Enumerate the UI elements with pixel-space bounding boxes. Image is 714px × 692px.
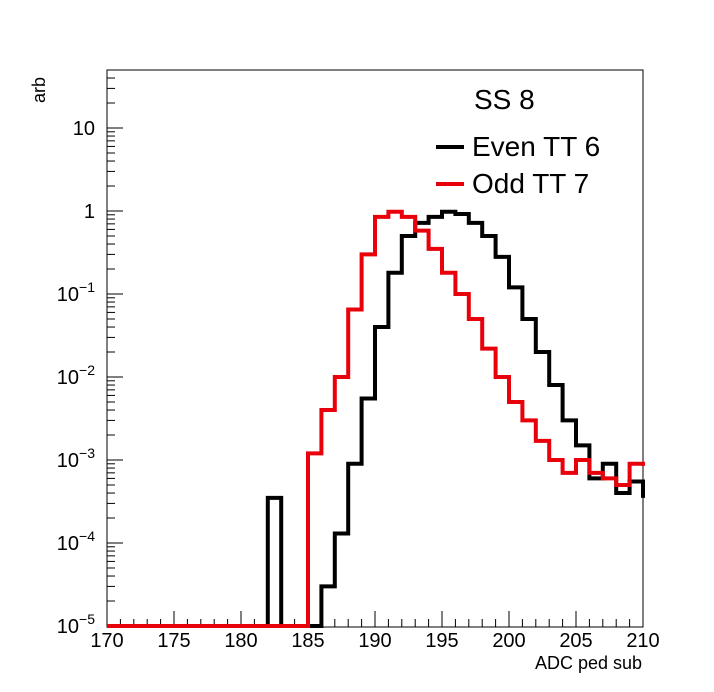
x-tick-label: 200 (492, 630, 525, 652)
y-axis-label: arb (29, 77, 49, 103)
x-tick-label: 205 (559, 630, 592, 652)
y-tick-label: 10−1 (57, 279, 95, 306)
x-tick-label: 175 (157, 630, 190, 652)
x-axis: 170 175 180 185 190 195 200 205 210 (90, 611, 660, 652)
y-tick-label: 10−2 (57, 362, 95, 389)
y-axis: 10−5 10−4 10−3 10−2 10−1 1 10 (57, 77, 123, 638)
series-layer (107, 209, 645, 628)
y-tick-label: 10−5 (57, 611, 95, 638)
y-tick-label: 10 (73, 118, 95, 140)
legend-title: SS 8 (474, 84, 535, 115)
x-axis-label: ADC ped sub (535, 653, 642, 673)
x-tick-label: 185 (291, 630, 324, 652)
x-tick-label: 190 (358, 630, 391, 652)
x-tick-label: 170 (90, 630, 123, 652)
legend-label-odd: Odd TT 7 (472, 168, 589, 199)
y-tick-label: 10−3 (57, 445, 95, 472)
x-tick-label: 210 (626, 630, 659, 652)
series-even-line (107, 209, 645, 628)
x-tick-label: 180 (224, 630, 257, 652)
legend-label-even: Even TT 6 (472, 131, 600, 162)
x-tick-label: 195 (425, 630, 458, 652)
legend: SS 8 Even TT 6 Odd TT 7 (436, 84, 600, 199)
series-odd-line (107, 209, 645, 628)
y-tick-label: 1 (84, 201, 95, 223)
y-tick-label: 10−4 (57, 528, 95, 555)
